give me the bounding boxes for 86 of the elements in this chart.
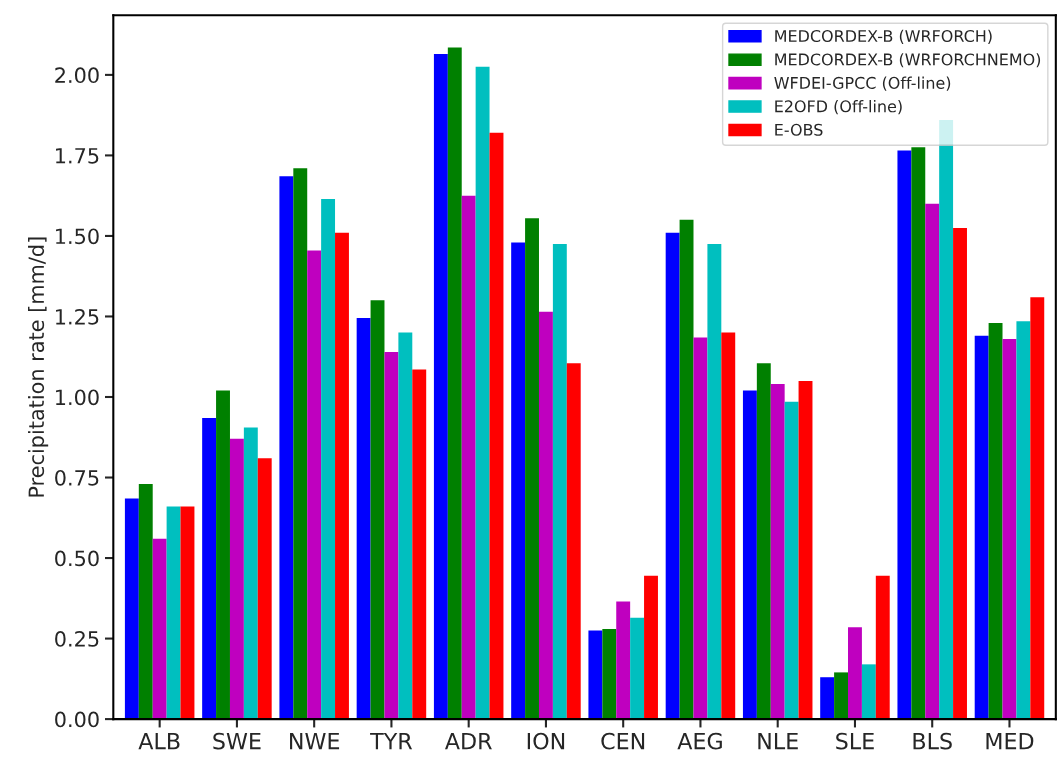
bar (525, 218, 539, 720)
bar (707, 243, 722, 720)
bar (152, 538, 167, 720)
bar (798, 380, 813, 720)
bar (616, 601, 631, 720)
x-tick-label: SWE (213, 732, 261, 750)
y-tick-label: 0.50 (55, 550, 99, 567)
bar (784, 401, 799, 720)
bar (356, 318, 371, 720)
bar (552, 243, 567, 720)
bar (742, 390, 757, 720)
y-tick-label: 1.00 (56, 389, 99, 406)
bar (834, 672, 849, 720)
bar (307, 250, 322, 720)
y-tick-label: 0.25 (55, 631, 99, 647)
bar (124, 498, 139, 720)
x-tick-label: NWE (290, 732, 340, 750)
bar (974, 335, 989, 720)
legend-label: MEDCORDEX-B (WRFORCH) (775, 29, 992, 44)
legend-label: E2OFD (Off-line) (775, 100, 902, 115)
bar (202, 417, 217, 720)
bar (630, 617, 645, 720)
bar (897, 150, 912, 720)
x-tick-label: CEN (601, 732, 645, 750)
x-tick-label: MED (986, 732, 1034, 750)
y-tick-label: 2.00 (55, 67, 99, 84)
bar (848, 627, 862, 720)
y-axis-title: Precipitation rate [mm/d] (28, 237, 49, 497)
bar (412, 369, 427, 720)
y-tick-label: 1.50 (56, 228, 99, 245)
bar (1030, 297, 1045, 720)
bar (770, 384, 785, 720)
x-tick-label: BLS (913, 732, 952, 750)
legend-label: WFDEI-GPCC (Off-line) (774, 76, 951, 91)
bar (384, 351, 399, 720)
bar (461, 195, 476, 720)
bar (398, 332, 413, 720)
bar (644, 575, 658, 720)
x-tick-label: ADR (444, 732, 492, 750)
bar (538, 311, 553, 720)
x-tick-label: TYR (370, 732, 413, 750)
bar (820, 677, 835, 720)
y-tick-label: 1.25 (56, 308, 99, 325)
bar (511, 242, 526, 720)
bar (953, 227, 967, 720)
legend-label: MEDCORDEX-B (WRFORCHNEMO) (775, 53, 1041, 68)
bar (229, 438, 244, 720)
y-tick-label: 1.75 (56, 148, 99, 164)
bar (756, 363, 771, 720)
x-tick-label: NLE (758, 732, 798, 750)
bar (335, 232, 349, 720)
bar (679, 219, 694, 720)
bar (602, 628, 617, 720)
bar (1002, 339, 1017, 720)
bar (566, 363, 581, 720)
x-tick-label: SLE (836, 732, 874, 750)
x-tick-label: AEG (677, 732, 722, 750)
bar (693, 337, 708, 720)
bar (1016, 321, 1031, 720)
y-tick-label: 0.00 (55, 711, 99, 728)
bar (370, 300, 385, 720)
bar (447, 47, 462, 720)
bar (166, 506, 181, 720)
bar (588, 630, 603, 720)
bar (475, 66, 490, 720)
bar (721, 332, 736, 720)
bar (911, 147, 926, 720)
bar (293, 168, 308, 720)
bar (216, 390, 230, 720)
bar (279, 176, 294, 720)
bar (988, 322, 1003, 720)
bar (433, 53, 448, 720)
x-tick-label: ION (527, 732, 565, 750)
bar (138, 483, 153, 720)
bar (665, 232, 680, 720)
bar (489, 132, 504, 720)
bar (257, 458, 272, 720)
bar (861, 664, 876, 720)
bar (875, 575, 890, 720)
x-tick-label: ALB (138, 732, 180, 750)
bar (925, 203, 940, 720)
y-tick-label: 0.75 (55, 469, 99, 486)
bar (321, 198, 336, 720)
legend-label: E-OBS (775, 123, 823, 136)
bar (243, 427, 258, 720)
bar (180, 506, 195, 720)
